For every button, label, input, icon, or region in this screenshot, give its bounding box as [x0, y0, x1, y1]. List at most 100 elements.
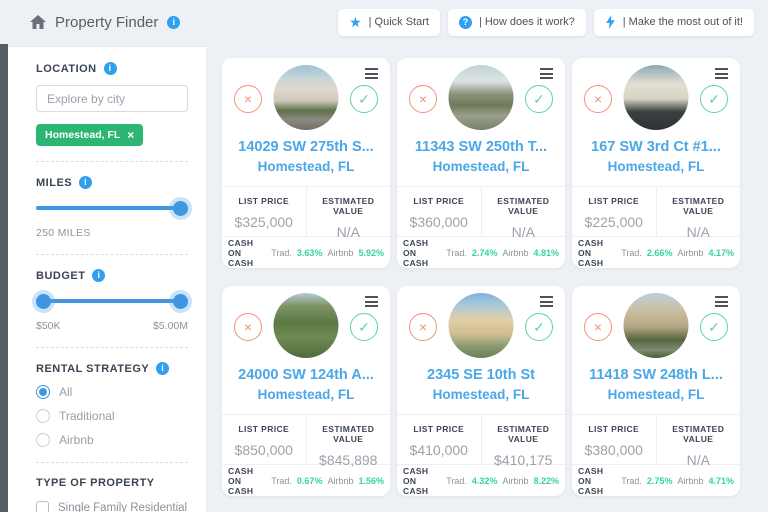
radio-option-all[interactable]: All [36, 385, 188, 399]
city-search-input[interactable] [36, 85, 188, 112]
filters-sidebar: LOCATION i Homestead, FL × MILES i 250 M… [8, 46, 206, 512]
property-city-link[interactable]: Homestead, FL [257, 159, 355, 174]
checkbox-single-family[interactable]: Single Family Residential [36, 501, 188, 512]
estimated-value-label: ESTIMATED VALUE [672, 196, 725, 216]
miles-slider[interactable] [36, 201, 188, 216]
card-menu-icon[interactable] [713, 294, 730, 309]
list-price-value: $225,000 [584, 214, 643, 230]
property-address-link[interactable]: 11343 SW 250th T... [414, 139, 548, 155]
accept-property-button[interactable]: ✓ [700, 85, 728, 113]
make-the-most-button[interactable]: | Make the most out of it! [593, 8, 754, 36]
card-menu-icon[interactable] [538, 66, 555, 81]
property-address-link[interactable]: 2345 SE 10th St [427, 367, 535, 383]
trad-label: Trad. [446, 475, 467, 486]
accept-property-button[interactable]: ✓ [350, 85, 378, 113]
selected-city-chip[interactable]: Homestead, FL × [36, 124, 144, 146]
trad-label: Trad. [621, 475, 642, 486]
airbnb-coc-value: 1.56% [358, 475, 384, 486]
estimated-value: N/A [511, 224, 535, 240]
reject-property-button[interactable]: × [234, 313, 262, 341]
page-title: Property Finder [55, 13, 159, 31]
airbnb-label: Airbnb [677, 247, 704, 258]
radio-icon[interactable] [36, 433, 50, 447]
miles-info-icon[interactable]: i [79, 176, 93, 189]
reject-property-button[interactable]: × [234, 85, 262, 113]
star-icon: ★ [349, 14, 362, 30]
list-price-label: LIST PRICE [588, 196, 640, 206]
radio-option-traditional[interactable]: Traditional [36, 409, 188, 423]
estimated-value: $410,175 [494, 452, 553, 468]
list-price-value: $325,000 [234, 214, 293, 230]
list-price-value: $360,000 [409, 214, 468, 230]
property-type-section-label: TYPE OF PROPERTY [36, 477, 155, 489]
estimated-value-label: ESTIMATED VALUE [672, 424, 725, 444]
reject-property-button[interactable]: × [409, 313, 437, 341]
reject-property-button[interactable]: × [584, 85, 612, 113]
collapsed-nav-rail[interactable] [0, 44, 8, 512]
accept-property-button[interactable]: ✓ [525, 85, 553, 113]
estimated-value-label: ESTIMATED VALUE [497, 424, 550, 444]
accept-property-button[interactable]: ✓ [350, 313, 378, 341]
property-city-link[interactable]: Homestead, FL [432, 387, 530, 402]
card-menu-icon[interactable] [538, 294, 555, 309]
property-address-link[interactable]: 11418 SW 248th L... [589, 367, 723, 383]
property-address-link[interactable]: 14029 SW 275th S... [238, 139, 374, 155]
rental-strategy-info-icon[interactable]: i [156, 362, 170, 375]
price-table: LIST PRICE $225,000 ESTIMATED VALUE N/A [572, 186, 740, 240]
radio-icon[interactable] [36, 385, 50, 399]
budget-min-handle[interactable] [36, 294, 51, 309]
reject-property-button[interactable]: × [584, 313, 612, 341]
cash-on-cash-label: CASH ON CASH [228, 237, 254, 268]
card-menu-icon[interactable] [363, 66, 380, 81]
trad-coc-value: 3.63% [296, 247, 323, 258]
airbnb-coc-value: 4.81% [533, 247, 559, 258]
cash-on-cash-row: CASH ON CASH Trad. 4.32% Airbnb 8.22% [397, 465, 565, 496]
question-circle-icon: ? [458, 15, 472, 29]
divider [36, 462, 188, 463]
airbnb-label: Airbnb [327, 475, 354, 486]
checkbox-icon[interactable] [36, 501, 49, 512]
remove-city-icon[interactable]: × [127, 128, 135, 142]
quick-start-button[interactable]: ★ | Quick Start [338, 8, 440, 36]
list-price-label: LIST PRICE [588, 424, 640, 434]
budget-info-icon[interactable]: i [92, 269, 106, 282]
budget-max-handle[interactable] [173, 294, 188, 309]
budget-range-slider[interactable] [36, 294, 188, 309]
estimated-value: N/A [686, 224, 710, 240]
reject-property-button[interactable]: × [409, 85, 437, 113]
trad-label: Trad. [271, 247, 292, 258]
trad-coc-value: 2.66% [646, 247, 673, 258]
airbnb-coc-value: 5.92% [358, 247, 384, 258]
card-menu-icon[interactable] [363, 294, 380, 309]
property-city-link[interactable]: Homestead, FL [607, 387, 705, 402]
property-photo [448, 293, 514, 358]
miles-value-label: 250 MILES [36, 227, 91, 239]
trad-label: Trad. [446, 247, 467, 258]
accept-property-button[interactable]: ✓ [700, 313, 728, 341]
property-address-link[interactable]: 167 SW 3rd Ct #1... [591, 139, 721, 155]
cash-on-cash-row: CASH ON CASH Trad. 3.63% Airbnb 5.92% [222, 237, 390, 268]
trad-coc-value: 4.32% [471, 475, 498, 486]
property-city-link[interactable]: Homestead, FL [432, 159, 530, 174]
budget-section-label: BUDGET i [36, 269, 188, 282]
radio-option-airbnb[interactable]: Airbnb [36, 433, 188, 447]
estimated-value-label: ESTIMATED VALUE [322, 424, 375, 444]
airbnb-label: Airbnb [502, 247, 529, 258]
card-menu-icon[interactable] [713, 66, 730, 81]
cash-on-cash-label: CASH ON CASH [228, 465, 254, 496]
property-card: × ✓ 2345 SE 10th St Homestead, FL LIST P… [397, 286, 565, 496]
accept-property-button[interactable]: ✓ [525, 313, 553, 341]
price-table: LIST PRICE $380,000 ESTIMATED VALUE N/A [572, 414, 740, 468]
radio-icon[interactable] [36, 409, 50, 423]
property-card: × ✓ 24000 SW 124th A... Homestead, FL LI… [222, 286, 390, 496]
property-photo [273, 65, 339, 130]
property-city-link[interactable]: Homestead, FL [607, 159, 705, 174]
miles-slider-handle[interactable] [173, 201, 188, 216]
property-city-link[interactable]: Homestead, FL [257, 387, 355, 402]
property-address-link[interactable]: 24000 SW 124th A... [238, 367, 374, 383]
how-does-it-work-button[interactable]: ? | How does it work? [447, 8, 586, 36]
divider [36, 254, 188, 255]
info-icon[interactable]: i [167, 15, 181, 29]
list-price-label: LIST PRICE [413, 424, 465, 434]
location-info-icon[interactable]: i [103, 62, 117, 75]
